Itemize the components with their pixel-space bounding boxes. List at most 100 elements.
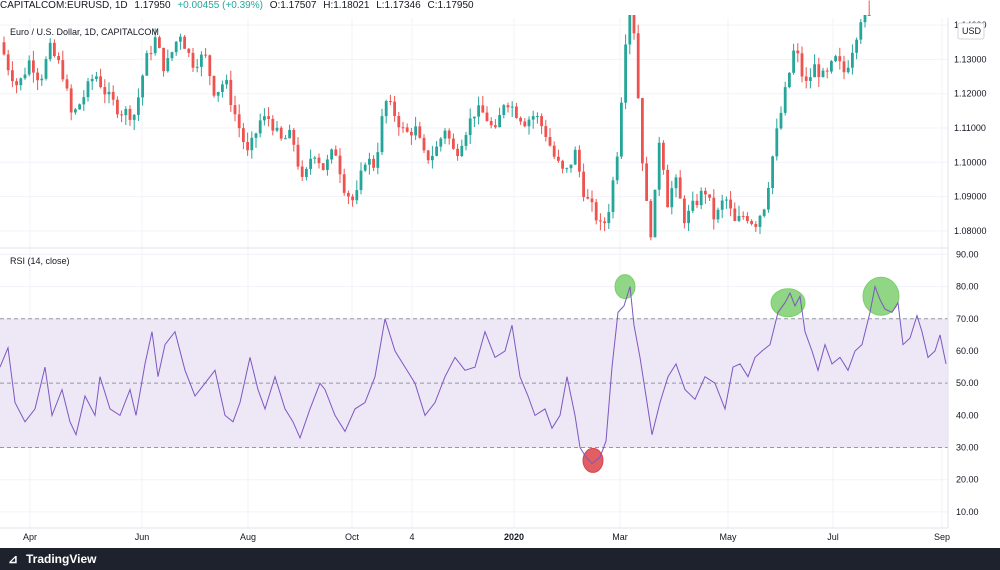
time-tick-label: Oct <box>345 532 360 542</box>
candle-body <box>111 91 115 100</box>
time-tick-label: Aug <box>240 532 256 542</box>
candle-body <box>132 114 136 120</box>
overbought-marker <box>862 276 900 316</box>
candle-body <box>271 118 275 131</box>
candle-body <box>473 116 476 119</box>
candle-body <box>582 171 585 197</box>
candle-body <box>704 190 707 195</box>
candle-body <box>124 108 128 116</box>
candle-body <box>309 158 312 169</box>
candle-body <box>414 126 417 136</box>
candle-body <box>775 128 779 157</box>
candle-body <box>498 115 501 128</box>
rsi-line <box>0 284 947 465</box>
usd-badge[interactable] <box>957 22 985 40</box>
candle-body <box>296 144 300 167</box>
candle-body <box>263 116 266 121</box>
candle-body <box>859 22 863 40</box>
candle-body <box>145 53 149 76</box>
candle-body <box>342 174 346 193</box>
candle-body <box>410 131 413 136</box>
candle-body <box>36 72 39 81</box>
candle-body <box>510 106 514 108</box>
candle-body <box>347 192 350 197</box>
candle-body <box>183 36 186 49</box>
candle-body <box>435 146 438 156</box>
candle-body <box>242 128 245 143</box>
candle-body <box>561 160 564 169</box>
candle-body <box>552 145 556 157</box>
candle-body <box>6 54 10 71</box>
price-axis: 1.140001.130001.120001.110001.100001.090… <box>954 20 987 236</box>
candle-body <box>191 52 195 68</box>
symbol-label[interactable]: CAPITALCOM:EURUSD, 1D <box>0 0 128 11</box>
candle-body <box>99 76 102 88</box>
candle-body <box>401 127 405 129</box>
candle-body <box>657 142 661 190</box>
candle-body <box>741 215 745 217</box>
candle-body <box>204 54 207 56</box>
candle-body <box>695 200 699 206</box>
tradingview-brand[interactable]: TradingView <box>26 552 97 566</box>
candle-body <box>78 104 81 110</box>
candle-body <box>666 169 669 208</box>
candle-body <box>330 149 333 160</box>
candle-body <box>82 97 86 105</box>
last-price: 1.17950 <box>134 0 171 11</box>
candle-body <box>107 91 111 95</box>
candle-body <box>754 224 758 227</box>
candle-body <box>158 37 161 48</box>
candle-body <box>687 210 690 224</box>
candle-body <box>683 198 686 224</box>
candle-body <box>565 168 569 170</box>
candle-body <box>506 105 510 108</box>
candle-body <box>23 74 27 79</box>
candle-body <box>90 78 94 82</box>
candle-body <box>229 79 233 106</box>
candle-body <box>594 202 598 221</box>
candle-body <box>825 70 829 72</box>
candle-body <box>351 196 354 201</box>
candle-body <box>120 114 123 116</box>
candle-body <box>384 101 388 117</box>
overbought-marker <box>614 274 636 300</box>
price-tick-label: 1.13000 <box>954 54 987 64</box>
tradingview-logo-icon[interactable]: ⊿ <box>8 552 19 566</box>
candle-body <box>40 78 44 81</box>
rsi-tick-label: 40.00 <box>956 410 979 420</box>
candle-body <box>846 67 850 73</box>
rsi-tick-label: 30.00 <box>956 443 979 453</box>
candle-body <box>531 116 535 120</box>
candle-body <box>116 99 119 115</box>
price-chart-title: Euro / U.S. Dollar, 1D, CAPITALCOM <box>10 27 159 37</box>
candle-body <box>716 209 720 220</box>
candle-body <box>599 220 602 222</box>
candle-body <box>557 156 560 161</box>
candle-body <box>653 189 657 238</box>
candle-body <box>792 50 795 73</box>
candle-body <box>300 166 304 177</box>
price-tick-label: 1.11000 <box>954 123 986 133</box>
candle-body <box>813 64 816 78</box>
candle-body <box>645 163 648 201</box>
candle-body <box>737 215 741 221</box>
chart-area[interactable]: 1.140001.130001.120001.110001.100001.090… <box>0 0 1000 548</box>
candle-body <box>284 138 287 140</box>
time-tick-label: Mar <box>612 532 628 542</box>
candle-body <box>481 105 485 113</box>
candle-body <box>208 55 212 77</box>
candle-body <box>733 208 737 221</box>
rsi-tick-label: 10.00 <box>956 507 979 517</box>
candle-body <box>359 170 363 191</box>
candle-body <box>590 198 594 203</box>
candle-body <box>250 137 254 151</box>
candle-body <box>708 194 711 198</box>
candle-body <box>611 180 615 213</box>
candle-body <box>834 56 837 62</box>
candle-body <box>225 79 228 85</box>
rsi-tick-label: 90.00 <box>956 249 979 259</box>
candle-body <box>355 190 359 201</box>
candle-body <box>363 164 367 171</box>
open-value: O:1.17507 <box>269 0 317 11</box>
candle-body <box>187 48 191 53</box>
